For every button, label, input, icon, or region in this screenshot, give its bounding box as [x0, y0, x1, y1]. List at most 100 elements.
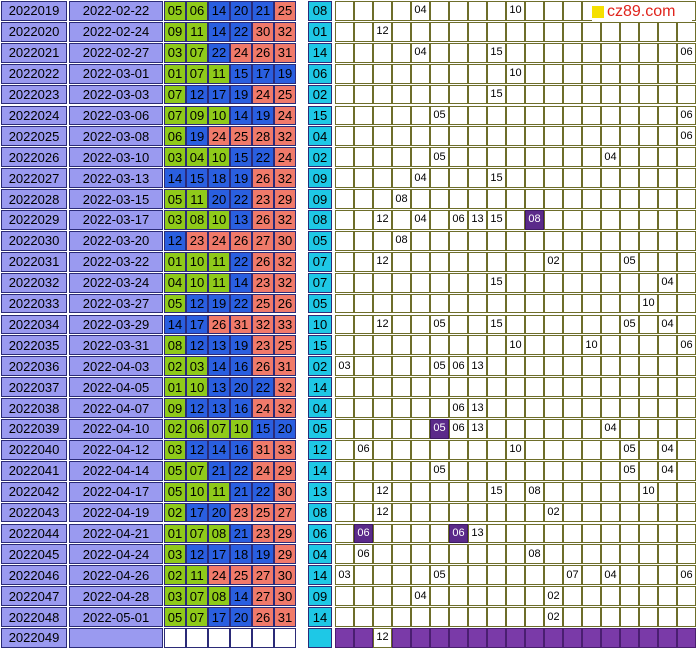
red-ball: 23 [252, 335, 274, 356]
red-ball: 31 [230, 314, 252, 335]
trend-cell [525, 147, 544, 168]
trend-cell [639, 230, 658, 251]
trend-cell [411, 230, 430, 251]
trend-cell [468, 544, 487, 565]
trend-cell [506, 607, 525, 627]
blue-ball: 02 [308, 147, 332, 168]
draw-date: 2022-03-03 [69, 84, 163, 105]
issue-number: 2022035 [1, 335, 67, 356]
trend-cell [411, 189, 430, 209]
red-ball: 32 [274, 272, 296, 293]
red-ball: 13 [230, 210, 252, 230]
red-ball: 08 [186, 210, 208, 230]
red-ball: 17 [208, 544, 230, 565]
trend-cell [392, 272, 411, 293]
red-ball: 32 [252, 314, 274, 335]
trend-cell [430, 439, 449, 460]
trend-mark: 13 [468, 419, 487, 439]
red-ball: 26 [252, 607, 274, 627]
trend-cell [354, 105, 373, 126]
trend-cell [525, 189, 544, 209]
trend-cell [449, 293, 468, 314]
trend-cell [677, 502, 696, 523]
trend-cell [506, 168, 525, 189]
trend-cell [430, 210, 449, 230]
issue-number: 2022020 [1, 21, 67, 42]
trend-cell [658, 335, 677, 356]
issue-number: 2022039 [1, 419, 67, 439]
issue-number: 2022034 [1, 314, 67, 335]
trend-cell [354, 419, 373, 439]
trend-cell [563, 293, 582, 314]
trend-mark: 05 [430, 460, 449, 481]
trend-mark: 06 [449, 398, 468, 418]
trend-cell [487, 147, 506, 168]
trend-mark: 10 [639, 293, 658, 314]
trend-cell [658, 398, 677, 418]
trend-cell [449, 335, 468, 356]
trend-cell [468, 42, 487, 63]
trend-cell [335, 481, 354, 502]
blue-ball: 09 [308, 586, 332, 607]
trend-cell [373, 42, 392, 63]
red-ball: 12 [186, 335, 208, 356]
trend-cell [525, 502, 544, 523]
draw-date: 2022-04-10 [69, 419, 163, 439]
issue-number: 2022036 [1, 356, 67, 377]
blue-ball: 07 [308, 272, 332, 293]
trend-cell [544, 544, 563, 565]
blue-ball: 01 [308, 21, 332, 42]
red-ball: 31 [274, 42, 296, 63]
red-ball: 30 [274, 565, 296, 586]
trend-cell [411, 419, 430, 439]
trend-mark: 10 [582, 335, 601, 356]
trend-cell [335, 42, 354, 63]
trend-cell [563, 586, 582, 607]
footer-trend-cell [601, 628, 620, 648]
trend-cell [525, 42, 544, 63]
footer-trend-cell [487, 628, 506, 648]
trend-cell [506, 460, 525, 481]
trend-cell [620, 189, 639, 209]
red-ball: 11 [208, 481, 230, 502]
trend-cell [487, 419, 506, 439]
trend-cell [658, 523, 677, 544]
trend-cell [525, 251, 544, 272]
red-ball: 25 [230, 126, 252, 147]
trend-cell [639, 272, 658, 293]
red-ball: 23 [252, 272, 274, 293]
red-ball: 03 [164, 210, 186, 230]
trend-cell [563, 189, 582, 209]
trend-mark: 05 [430, 314, 449, 335]
issue-number: 2022019 [1, 1, 67, 21]
trend-cell [563, 272, 582, 293]
red-ball: 03 [164, 586, 186, 607]
trend-cell [449, 439, 468, 460]
trend-cell [430, 544, 449, 565]
trend-cell [468, 565, 487, 586]
trend-mark: 10 [506, 335, 525, 356]
red-ball: 24 [252, 460, 274, 481]
draw-date: 2022-04-12 [69, 439, 163, 460]
trend-cell [411, 63, 430, 84]
trend-cell [335, 63, 354, 84]
trend-mark: 10 [506, 1, 525, 21]
trend-cell [525, 1, 544, 21]
blue-ball: 14 [308, 607, 332, 627]
trend-cell [487, 356, 506, 377]
draw-date: 2022-03-17 [69, 210, 163, 230]
trend-cell [354, 84, 373, 105]
trend-cell [373, 398, 392, 418]
trend-cell [525, 586, 544, 607]
trend-cell [677, 460, 696, 481]
red-ball: 07 [186, 42, 208, 63]
site-logo[interactable]: cz89.com [592, 2, 692, 22]
trend-cell [430, 168, 449, 189]
red-ball: 07 [186, 607, 208, 627]
trend-cell [468, 586, 487, 607]
red-ball: 21 [252, 1, 274, 21]
trend-cell [582, 460, 601, 481]
trend-cell [620, 210, 639, 230]
trend-mark: 04 [658, 314, 677, 335]
draw-date: 2022-04-17 [69, 481, 163, 502]
